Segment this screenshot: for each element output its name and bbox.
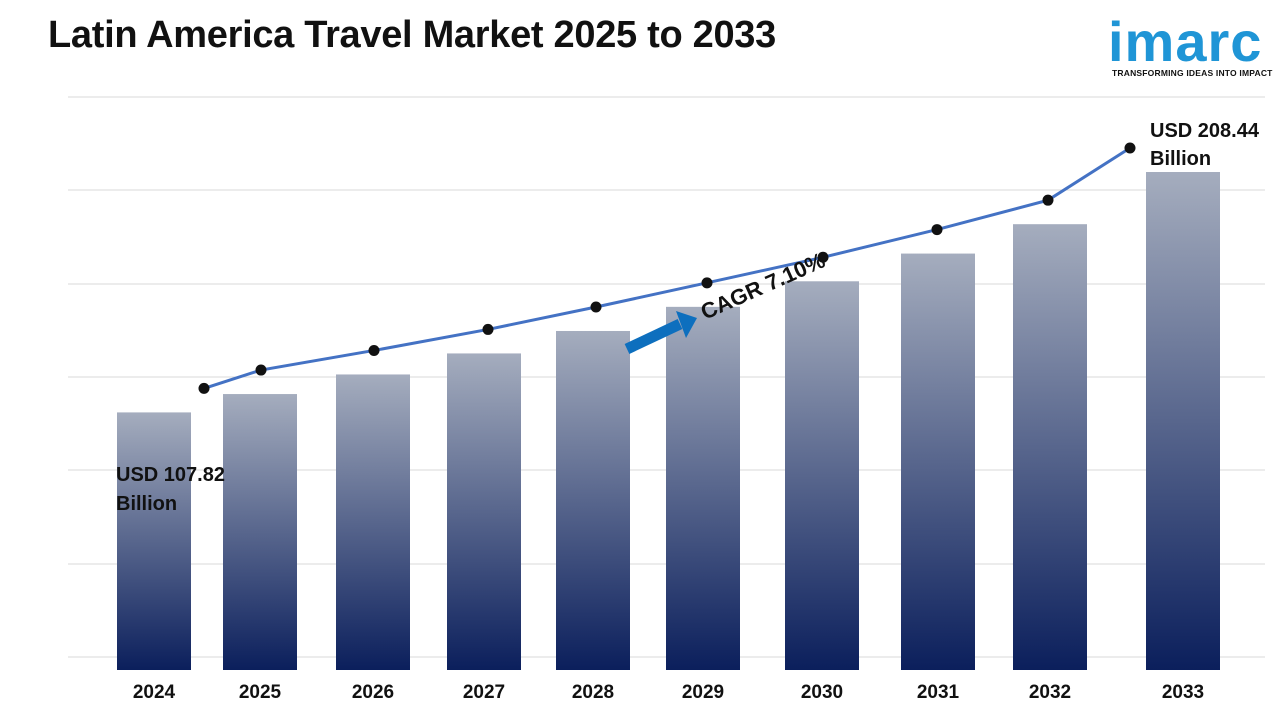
x-tick-label: 2028 xyxy=(572,682,614,703)
marker-2024 xyxy=(198,382,210,394)
trend-line xyxy=(198,142,1136,394)
marker-2027 xyxy=(482,323,494,335)
logo-tagline: TRANSFORMING IDEAS INTO IMPACT xyxy=(1112,68,1273,78)
imarc-logo: imarc TRANSFORMING IDEAS INTO IMPACT xyxy=(1108,6,1274,80)
bar-2031 xyxy=(901,253,975,670)
x-tick-label: 2027 xyxy=(463,682,505,703)
x-tick-label: 2029 xyxy=(682,682,724,703)
end-value-unit: Billion xyxy=(1150,148,1211,170)
chart-title: Latin America Travel Market 2025 to 2033 xyxy=(48,14,776,56)
bar-2028 xyxy=(556,330,630,670)
bar-2027 xyxy=(447,353,521,670)
marker-2033 xyxy=(1124,142,1136,154)
marker-2025 xyxy=(255,364,267,376)
bar-2030 xyxy=(785,281,859,670)
cagr-arrow-shaft xyxy=(624,319,683,354)
x-tick-label: 2032 xyxy=(1029,682,1071,703)
marker-2032 xyxy=(1042,194,1054,206)
x-tick-label: 2026 xyxy=(352,682,394,703)
bars xyxy=(117,172,1220,670)
trend-polyline xyxy=(203,146,1131,390)
logo-wordmark: imarc xyxy=(1108,10,1263,73)
start-value-unit: Billion xyxy=(116,493,177,515)
end-value-label: USD 208.44 xyxy=(1150,120,1260,142)
bar-2032 xyxy=(1013,224,1087,670)
x-tick-label: 2030 xyxy=(801,682,843,703)
cagr-arrow-head xyxy=(676,311,697,338)
x-tick-label: 2025 xyxy=(239,682,282,703)
bar-2033 xyxy=(1146,172,1220,670)
bar-2026 xyxy=(336,374,410,670)
marker-2026 xyxy=(368,344,380,356)
bar-2025 xyxy=(223,394,297,670)
bar-2024 xyxy=(117,412,191,670)
start-value-label: USD 107.82 xyxy=(116,464,225,486)
marker-2028 xyxy=(590,301,602,313)
marker-2029 xyxy=(701,277,713,289)
x-tick-label: 2024 xyxy=(133,682,176,703)
marker-2030 xyxy=(817,251,829,263)
x-tick-label: 2031 xyxy=(917,682,960,703)
marker-2031 xyxy=(931,224,943,236)
bar-2029 xyxy=(666,306,740,670)
x-tick-label: 2033 xyxy=(1162,682,1204,703)
